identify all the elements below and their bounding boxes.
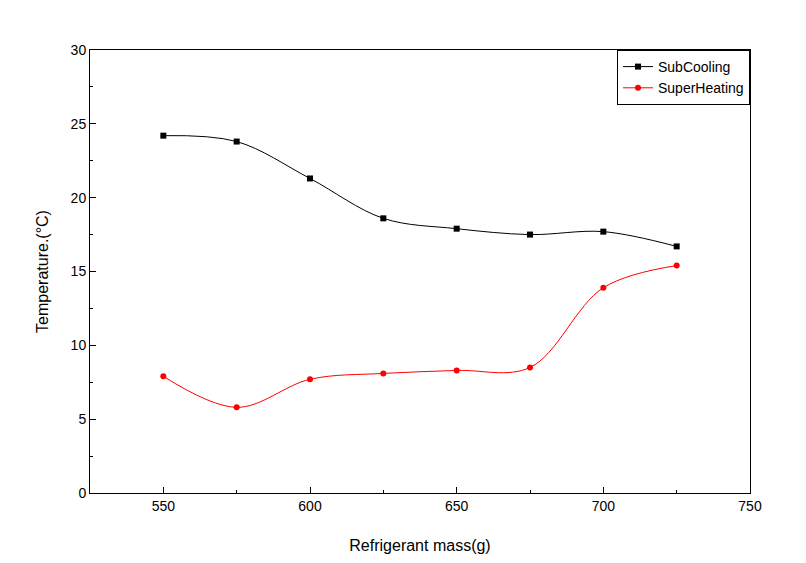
svg-text:SuperHeating: SuperHeating [658, 80, 744, 96]
svg-text:20: 20 [71, 190, 87, 206]
svg-text:Refrigerant mass(g): Refrigerant mass(g) [349, 537, 490, 554]
svg-text:750: 750 [738, 498, 762, 514]
svg-text:25: 25 [71, 116, 87, 132]
svg-text:700: 700 [592, 498, 616, 514]
svg-text:Temperature.(°C): Temperature.(°C) [34, 210, 51, 333]
svg-text:5: 5 [78, 411, 86, 427]
svg-text:30: 30 [71, 42, 87, 58]
svg-text:SubCooling: SubCooling [658, 59, 730, 75]
svg-text:550: 550 [152, 498, 176, 514]
svg-text:0: 0 [78, 485, 86, 501]
svg-text:650: 650 [445, 498, 469, 514]
svg-text:10: 10 [71, 337, 87, 353]
svg-text:600: 600 [298, 498, 322, 514]
svg-text:15: 15 [71, 263, 87, 279]
